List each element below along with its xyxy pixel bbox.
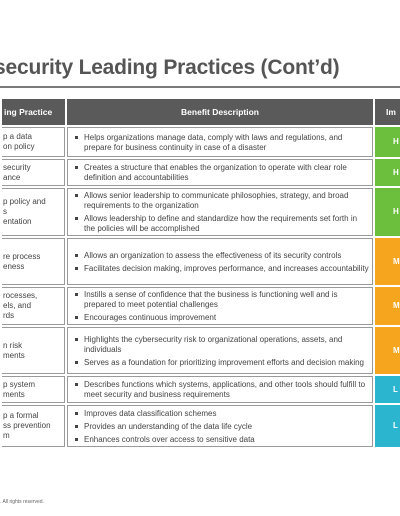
benefit-cell: Creates a structure that enables the org… <box>67 159 373 186</box>
practice-line: ance <box>3 172 21 182</box>
copyright-footer: . All rights reserved. <box>0 499 44 505</box>
benefit-list: Allows senior leadership to communicate … <box>74 191 369 234</box>
practice-line: els, and <box>3 301 32 310</box>
impact-badge: Me <box>375 327 400 374</box>
benefit-cell: Allows an organization to assess the eff… <box>67 238 373 285</box>
header-impact: Im <box>375 99 400 125</box>
table-row: n risk ments Highlights the cybersecurity … <box>2 327 400 374</box>
benefit-item: Improves data classification schemes <box>74 409 369 419</box>
practice-line: re process <box>3 251 41 261</box>
benefit-list: Describes functions which systems, appli… <box>74 380 369 400</box>
benefit-list: Helps organizations manage data, comply … <box>74 133 369 153</box>
benefit-item: Allows leadership to define and standard… <box>74 214 369 234</box>
practice-cell: p a data on policy <box>2 127 65 157</box>
practice-cell: p system ments <box>2 376 65 403</box>
practice-line: p system <box>3 379 36 389</box>
practice-line: ments <box>3 389 25 399</box>
benefit-list: Improves data classification schemes Prov… <box>74 409 369 445</box>
practice-cell: p policy and s entation <box>2 188 65 236</box>
benefit-list: Allows an organization to assess the eff… <box>74 251 369 274</box>
benefit-cell: Helps organizations manage data, comply … <box>67 127 373 157</box>
practice-line: rds <box>3 311 15 320</box>
benefit-item: Highlights the cybersecurity risk to org… <box>74 335 369 355</box>
benefit-cell: Highlights the cybersecurity risk to org… <box>67 327 373 374</box>
benefit-cell: Allows senior leadership to communicate … <box>67 188 373 236</box>
practice-cell: p a formal ss prevention m <box>2 405 65 447</box>
benefit-item: Describes functions which systems, appli… <box>74 380 369 400</box>
benefit-list: Highlights the cybersecurity risk to org… <box>74 335 369 368</box>
practice-line: p a formal <box>3 411 39 420</box>
benefit-list: Creates a structure that enables the org… <box>74 163 369 183</box>
table-body: p a data on policy Helps organizations man… <box>2 127 400 447</box>
table-row: p a formal ss prevention m Improves data cl… <box>2 405 400 447</box>
practice-line: m <box>3 431 10 440</box>
benefit-item: Allows an organization to assess the eff… <box>74 251 369 261</box>
benefit-cell: Improves data classification schemes Prov… <box>67 405 373 447</box>
practice-line: p a data <box>3 132 32 141</box>
impact-badge: Me <box>375 238 400 285</box>
benefit-item: Instills a sense of confidence that the … <box>74 290 369 310</box>
table-header-row: ing Practice Benefit Description Im <box>2 99 400 125</box>
practice-cell: re process eness <box>2 238 65 285</box>
benefit-item: Provides an understanding of the data li… <box>74 422 369 432</box>
benefit-cell: Instills a sense of confidence that the … <box>67 287 373 325</box>
benefit-item: Allows senior leadership to communicate … <box>74 191 369 211</box>
table-row: re process eness Allows an organization to… <box>2 238 400 285</box>
impact-badge: H <box>375 127 400 157</box>
impact-badge: L <box>375 405 400 447</box>
practice-line: p policy and <box>3 197 46 206</box>
benefit-item: Facilitates decision making, improves pe… <box>74 264 369 274</box>
practice-line: ments <box>3 350 25 360</box>
benefit-item: Helps organizations manage data, comply … <box>74 133 369 153</box>
practices-table: ing Practice Benefit Description Im p a … <box>0 97 400 449</box>
benefit-item: Encourages continuous improvement <box>74 313 369 323</box>
practice-line: s <box>3 207 7 216</box>
benefit-item: Enhances controls over access to sensiti… <box>74 435 369 445</box>
header-benefit: Benefit Description <box>67 99 373 125</box>
practice-line: entation <box>3 217 32 226</box>
table-row: p system ments Describes functions which s… <box>2 376 400 403</box>
benefit-list: Instills a sense of confidence that the … <box>74 290 369 323</box>
practice-line: on policy <box>3 142 35 151</box>
practice-cell: rocesses, els, and rds <box>2 287 65 325</box>
title-divider <box>0 86 400 88</box>
practice-cell: security ance <box>2 159 65 186</box>
practice-line: ss prevention <box>3 421 51 430</box>
practice-line: eness <box>3 261 25 271</box>
table-row: p a data on policy Helps organizations man… <box>2 127 400 157</box>
impact-badge: L <box>375 376 400 403</box>
benefit-item: Creates a structure that enables the org… <box>74 163 369 183</box>
table-row: rocesses, els, and rds Instills a sense of … <box>2 287 400 325</box>
benefit-cell: Describes functions which systems, appli… <box>67 376 373 403</box>
header-practice: ing Practice <box>2 99 65 125</box>
benefit-item: Serves as a foundation for prioritizing … <box>74 358 369 368</box>
impact-badge: Me <box>375 287 400 325</box>
impact-badge: H <box>375 188 400 236</box>
practice-line: rocesses, <box>3 291 38 300</box>
practice-line: security <box>3 162 31 172</box>
practice-line: n risk <box>3 340 23 350</box>
table-row: p policy and s entation Allows senior leade… <box>2 188 400 236</box>
practice-cell: n risk ments <box>2 327 65 374</box>
table-row: security ance Creates a structure that ena… <box>2 159 400 186</box>
impact-badge: H <box>375 159 400 186</box>
page-title: security Leading Practices (Cont’d) <box>0 56 340 79</box>
